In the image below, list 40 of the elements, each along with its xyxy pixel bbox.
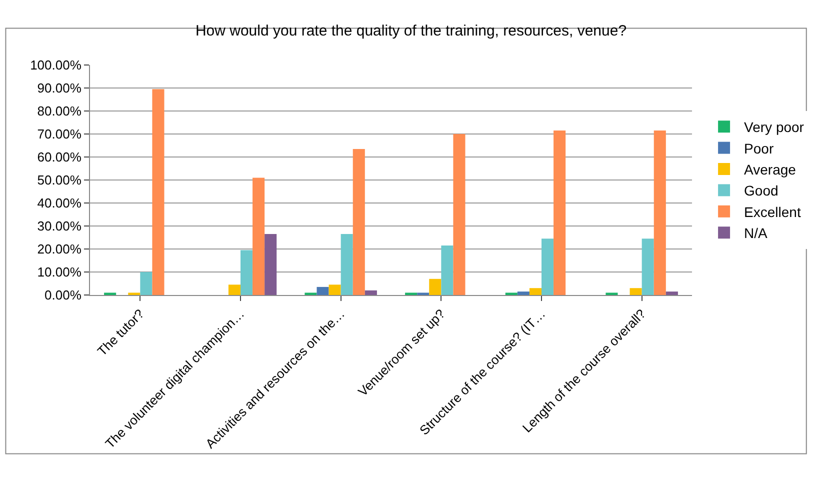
bar <box>364 290 377 295</box>
y-tick-label: 90.00% <box>37 80 82 96</box>
bar <box>352 148 365 295</box>
y-tick-label: 50.00% <box>37 172 82 188</box>
y-tick-label: 80.00% <box>37 104 82 119</box>
y-tick-label: 20.00% <box>37 242 82 257</box>
legend-label: N/A <box>744 225 768 242</box>
bar <box>630 288 642 295</box>
y-tick-label: 30.00% <box>37 218 82 234</box>
bar <box>228 284 240 295</box>
y-tick-label: 60.00% <box>37 150 82 165</box>
y-tick-label: 10.00% <box>37 264 82 280</box>
bar <box>666 292 678 295</box>
bar <box>517 292 530 295</box>
bar <box>340 234 353 295</box>
legend-label: Poor <box>744 140 774 156</box>
bar <box>554 130 566 295</box>
y-tick-label: 70.00% <box>37 126 82 142</box>
bar <box>642 238 654 295</box>
bar <box>529 288 542 295</box>
bar <box>240 250 253 295</box>
bar <box>140 272 152 295</box>
y-tick-label: 0.00% <box>44 288 82 303</box>
y-tick-label: 100.00% <box>30 58 82 73</box>
bar <box>542 238 554 295</box>
chart-title: How would you rate the quality of the training, resources, venue? <box>195 22 627 40</box>
bar <box>252 178 265 295</box>
bar <box>316 286 329 295</box>
y-tick-label: 40.00% <box>37 196 82 211</box>
bar <box>429 278 442 295</box>
bar <box>264 234 277 295</box>
legend-label: Excellent <box>744 204 801 220</box>
legend-label: Average <box>744 161 796 178</box>
bar <box>453 134 466 295</box>
bar <box>152 89 164 295</box>
legend-label: Very poor <box>744 119 804 136</box>
legend-label: Good <box>744 182 778 199</box>
bar <box>328 284 341 295</box>
bar <box>441 246 454 295</box>
bar <box>654 130 666 295</box>
